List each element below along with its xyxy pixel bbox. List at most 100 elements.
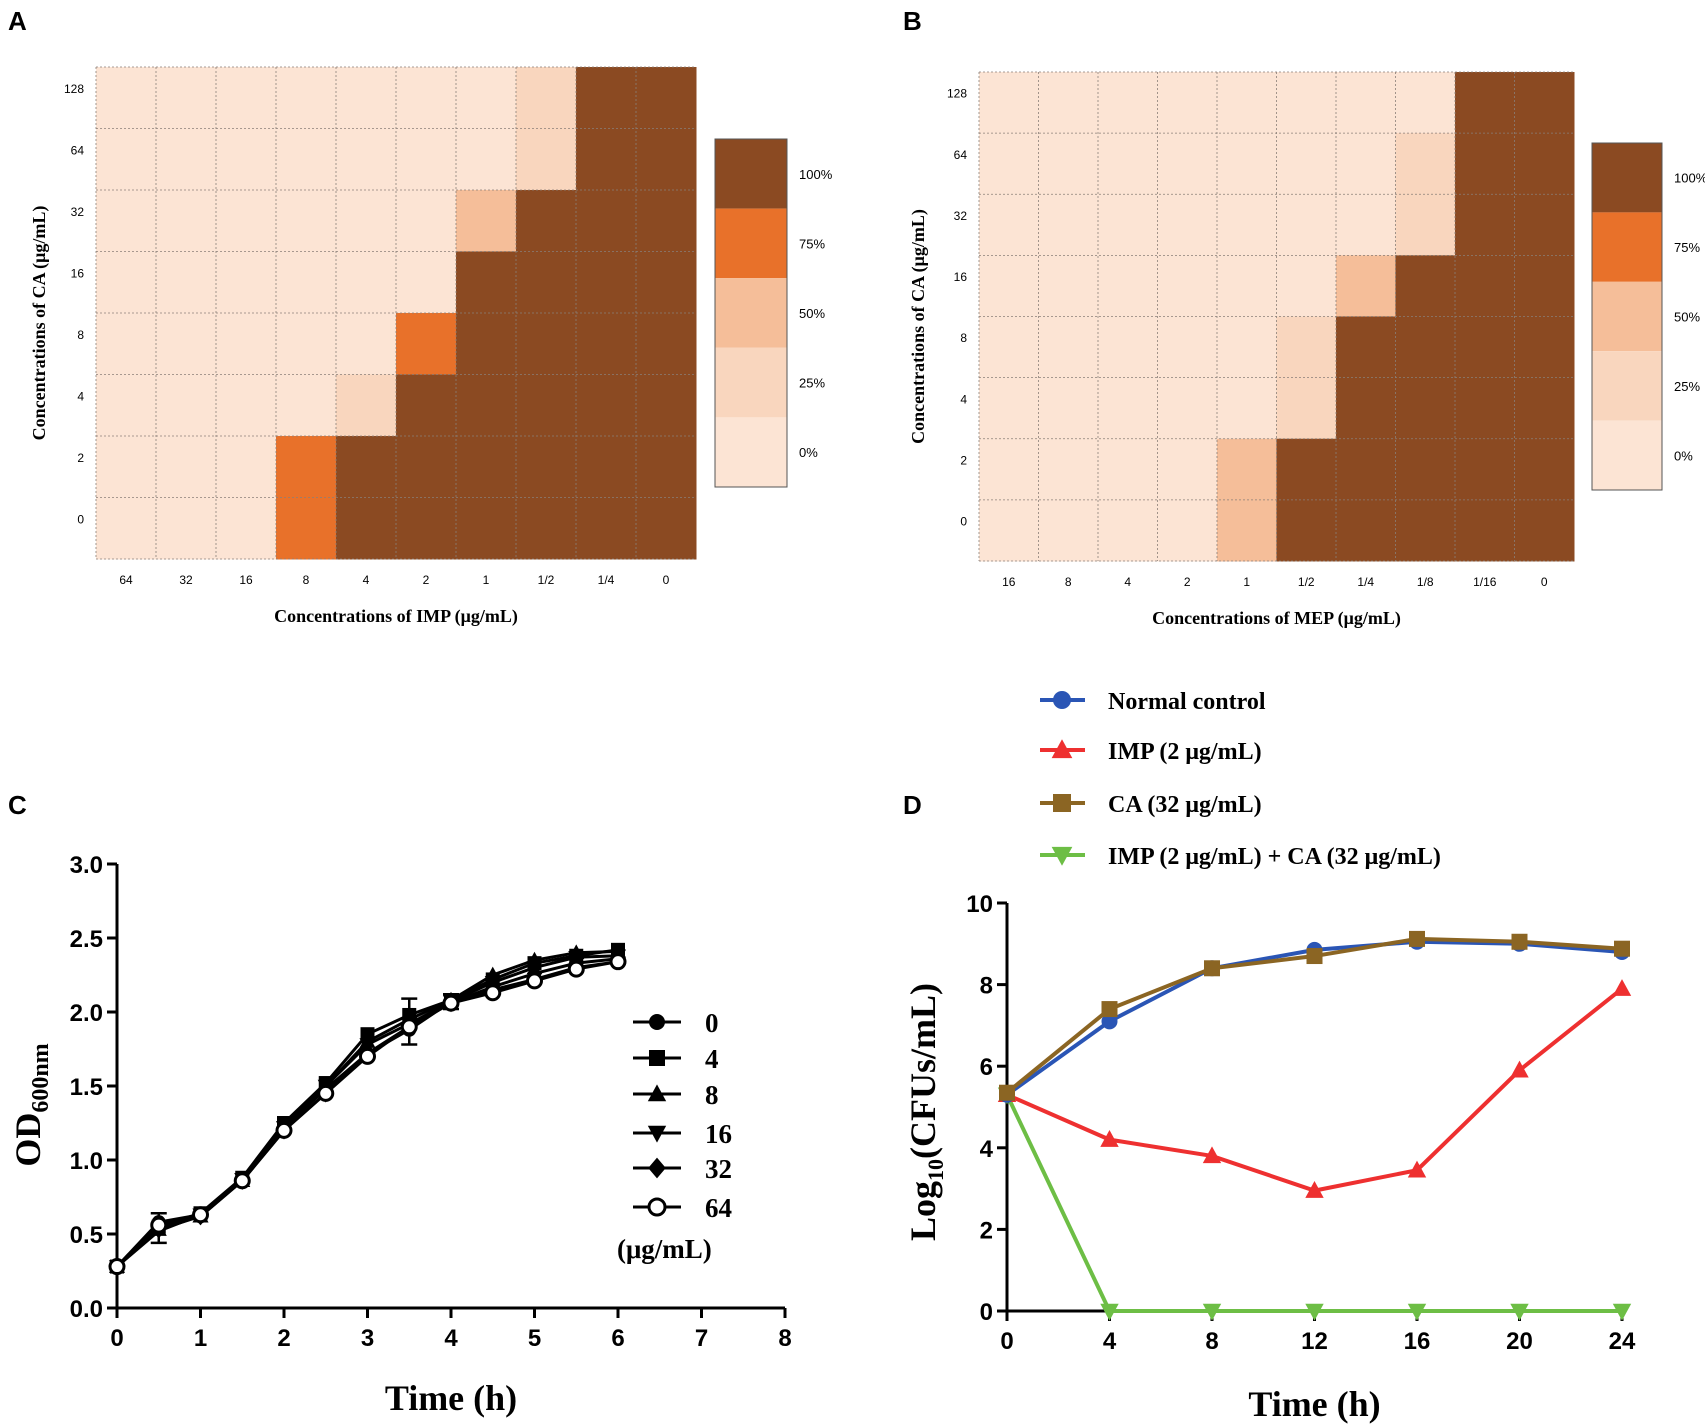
y-tick-label: 2.5 bbox=[70, 926, 103, 953]
heatmap-cell bbox=[1098, 194, 1158, 256]
heatmap-cell bbox=[1038, 377, 1099, 440]
heatmap-cell bbox=[336, 190, 397, 252]
heatmap-cell bbox=[1217, 194, 1277, 256]
x-tick-label: 0 bbox=[1541, 575, 1548, 589]
colorbar-label: 100% bbox=[799, 167, 833, 182]
data-point bbox=[1101, 1013, 1118, 1030]
data-point bbox=[1614, 940, 1630, 957]
heatmap-cell bbox=[979, 194, 1039, 256]
heatmap-cell bbox=[336, 436, 397, 498]
heatmap-cell bbox=[1276, 255, 1337, 317]
heatmap-cell bbox=[216, 251, 277, 314]
heatmap-cell bbox=[276, 128, 337, 191]
x-tick-label: 0 bbox=[663, 573, 670, 587]
heatmap-cell bbox=[1157, 438, 1218, 501]
heatmap-cell bbox=[276, 436, 337, 498]
x-tick-label: 2 bbox=[1184, 575, 1191, 589]
y-tick-label: 2 bbox=[980, 1217, 993, 1244]
heatmap-cell bbox=[1455, 438, 1515, 501]
heatmap-cell bbox=[1038, 133, 1099, 195]
x-tick-label: 16 bbox=[1002, 575, 1016, 589]
heatmap-cell bbox=[1395, 377, 1456, 440]
heatmap-cell bbox=[276, 190, 337, 252]
legend-label: 8 bbox=[705, 1080, 719, 1110]
colorbar-swatch bbox=[715, 347, 787, 418]
heatmap-cell bbox=[1217, 316, 1277, 379]
heatmap-cell bbox=[96, 190, 157, 252]
heatmap-cell bbox=[516, 251, 577, 314]
colorbar-border bbox=[1591, 142, 1663, 491]
data-point bbox=[233, 1172, 251, 1190]
x-tick-label: 6 bbox=[611, 1325, 624, 1352]
heatmap-cell bbox=[216, 128, 277, 191]
heatmap-cell bbox=[576, 436, 637, 498]
line-chart-c: 0.0 0.5 1.0 1.5 2.0 2.5 3.0 0 1 2 3 4 5 6 7 8 Time (h) OD… bbox=[8, 852, 792, 1418]
heatmap-cell bbox=[456, 128, 517, 191]
heatmap-cell bbox=[516, 374, 577, 437]
legend-label: IMP (2 μg/mL) + CA (32 μg/mL) bbox=[1108, 844, 1441, 870]
heatmap-cell bbox=[216, 67, 277, 129]
heatmap-cell bbox=[1217, 72, 1277, 134]
legend-label: 64 bbox=[705, 1193, 732, 1223]
heatmap-cell bbox=[516, 190, 577, 252]
y-tick-label: 4 bbox=[980, 1136, 994, 1163]
data-point bbox=[484, 984, 502, 1002]
heatmap-cell bbox=[1336, 194, 1396, 256]
heatmap-cell bbox=[336, 128, 397, 191]
heatmap-cell bbox=[1455, 72, 1515, 134]
heatmap-cell bbox=[96, 497, 157, 560]
heatmap-cell bbox=[1336, 72, 1396, 134]
colorbar-label: 100% bbox=[1674, 171, 1705, 186]
data-point bbox=[1305, 1303, 1324, 1321]
data-point bbox=[1407, 1160, 1427, 1178]
y-tick-label: 6 bbox=[980, 1054, 993, 1081]
x-tick-label: 1/2 bbox=[1298, 575, 1315, 589]
heatmap-cell bbox=[1098, 499, 1158, 562]
legend-marker bbox=[649, 1050, 665, 1066]
legend-marker bbox=[1053, 691, 1071, 709]
y-tick-label: 0.5 bbox=[70, 1222, 103, 1249]
y-tick-label: 1.5 bbox=[70, 1074, 103, 1101]
x-tick-label: 0 bbox=[110, 1325, 123, 1352]
colorbar-label: 50% bbox=[1674, 310, 1700, 325]
heatmap-cell bbox=[396, 190, 457, 252]
legend-label: 0 bbox=[705, 1008, 719, 1038]
heatmap-cell bbox=[156, 497, 217, 560]
colorbar-swatch bbox=[1592, 351, 1662, 421]
colorbar-swatch bbox=[1592, 281, 1662, 352]
heatmap-cell bbox=[96, 67, 157, 129]
colorbar-swatch bbox=[715, 208, 787, 279]
heatmap-cell bbox=[156, 251, 217, 314]
heatmap-cell bbox=[516, 313, 577, 375]
heatmap-cell bbox=[1336, 377, 1396, 440]
heatmap-cell bbox=[1098, 377, 1158, 440]
colorbar-label: 0% bbox=[799, 445, 818, 460]
heatmap-cell bbox=[979, 255, 1039, 317]
x-tick-label: 32 bbox=[179, 573, 193, 587]
colorbar-label: 75% bbox=[799, 236, 825, 251]
x-tick-label: 64 bbox=[119, 573, 133, 587]
heatmap-cell bbox=[1455, 316, 1515, 379]
x-tick-label: 20 bbox=[1506, 1328, 1533, 1355]
data-point bbox=[1202, 1146, 1222, 1164]
y-tick-label: 4 bbox=[960, 392, 967, 406]
y-tick-label: 32 bbox=[954, 209, 968, 223]
heatmap-cell bbox=[576, 190, 637, 252]
heatmap-cell bbox=[1098, 133, 1158, 195]
heatmap-cell bbox=[276, 374, 337, 437]
heatmap-cell bbox=[1514, 316, 1575, 379]
y-tick-label: 4 bbox=[77, 389, 84, 403]
heatmap-cell bbox=[216, 497, 277, 560]
colorbar-swatch bbox=[1592, 420, 1662, 490]
x-tick-label: 8 bbox=[303, 573, 310, 587]
panel-label-a: A bbox=[8, 6, 27, 36]
colorbar-label: 25% bbox=[1674, 379, 1700, 394]
y-axis-title: Concentrations of CA (μg/mL) bbox=[29, 206, 50, 441]
heatmap-cell bbox=[576, 128, 637, 191]
legend-marker bbox=[1051, 846, 1073, 866]
y-tick-label: 2.0 bbox=[70, 1000, 103, 1027]
heatmap-cell bbox=[979, 438, 1039, 501]
y-tick-label: 16 bbox=[71, 266, 85, 280]
x-tick-label: 8 bbox=[1065, 575, 1072, 589]
